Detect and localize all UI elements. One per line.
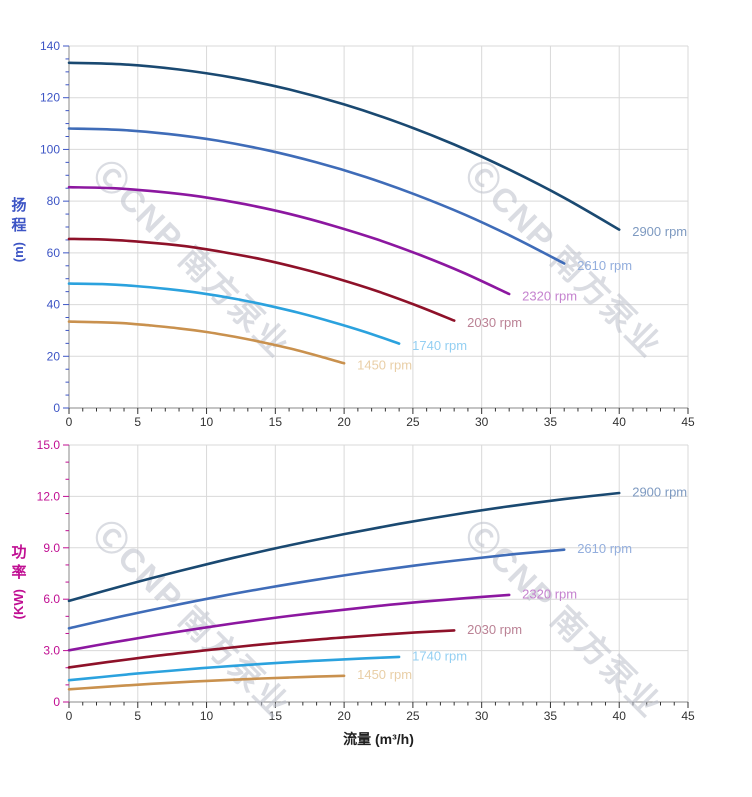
- x-axis-title: 流量 (m³/h): [343, 731, 414, 747]
- series-label-1740rpm-head: 1740 rpm: [412, 338, 467, 353]
- power-x-tick-label: 5: [134, 709, 141, 723]
- power-y-tick-label: 3.0: [43, 644, 60, 658]
- curve-1740rpm-head: [67, 282, 401, 345]
- power-y-axis-title-text: 功率: [11, 544, 27, 582]
- series-label-1450rpm-power: 1450 rpm: [357, 667, 412, 682]
- head-y-axis-title: 扬程 (m): [7, 196, 31, 262]
- head-x-tick-label: 25: [406, 415, 420, 429]
- head-x-tick-label: 35: [544, 415, 558, 429]
- power-chart-tick-labels: 0 5 10 15 20 25 30 35 40 45 0 3.0 6.0 9.0 12.0 15.0: [37, 438, 695, 723]
- head-y-axis-title-text: 扬程: [11, 197, 27, 235]
- head-y-tick-label: 120: [40, 91, 60, 105]
- power-x-tick-label: 15: [269, 709, 283, 723]
- head-x-tick-label: 20: [337, 415, 351, 429]
- power-y-axis-title: 功率 (KW): [7, 543, 31, 619]
- series-label-2610rpm-power: 2610 rpm: [577, 541, 632, 556]
- head-chart-tick-labels: 0 5 10 15 20 25 30 35 40 45 0 20 40 60 80 100 120 140: [40, 39, 695, 429]
- head-chart-gridlines: [69, 45, 689, 408]
- series-label-2320rpm-head: 2320 rpm: [522, 288, 577, 303]
- head-y-axis-unit: (m): [11, 241, 27, 262]
- curve-2320rpm-head: [67, 185, 511, 296]
- head-y-tick-label: 100: [40, 142, 60, 156]
- series-label-1450rpm-head: 1450 rpm: [357, 358, 412, 373]
- series-label-2900rpm-head: 2900 rpm: [632, 224, 687, 239]
- curve-2900rpm-head: [67, 61, 621, 231]
- power-y-tick-label: 0: [53, 695, 60, 709]
- curve-2030rpm-head: [67, 237, 456, 322]
- power-x-tick-label: 35: [544, 709, 558, 723]
- head-x-tick-label: 30: [475, 415, 489, 429]
- curve-1450rpm-head: [67, 320, 346, 365]
- series-label-2030rpm-power: 2030 rpm: [467, 622, 522, 637]
- series-label-2030rpm-head: 2030 rpm: [467, 315, 522, 330]
- series-label-2610rpm-head: 2610 rpm: [577, 258, 632, 273]
- power-x-tick-label: 45: [681, 709, 695, 723]
- series-label-2320rpm-power: 2320 rpm: [522, 586, 577, 601]
- head-y-tick-label: 40: [47, 298, 61, 312]
- head-x-tick-label: 10: [200, 415, 214, 429]
- head-y-tick-label: 60: [47, 246, 61, 260]
- head-y-tick-label: 0: [53, 401, 60, 415]
- series-label-2900rpm-power: 2900 rpm: [632, 484, 687, 499]
- head-x-tick-label: 45: [681, 415, 695, 429]
- power-y-axis-unit: (KW): [11, 588, 27, 619]
- series-label-1740rpm-power: 1740 rpm: [412, 648, 467, 663]
- power-x-tick-label: 40: [613, 709, 627, 723]
- curve-1740rpm-power: [67, 655, 401, 682]
- head-x-tick-label: 5: [134, 415, 141, 429]
- power-x-tick-label: 25: [406, 709, 420, 723]
- head-y-tick-label: 140: [40, 39, 60, 53]
- curve-2610rpm-head: [67, 127, 566, 265]
- head-x-tick-label: 0: [66, 415, 73, 429]
- power-x-tick-label: 10: [200, 709, 214, 723]
- power-chart-ticks: [63, 444, 689, 708]
- head-y-tick-label: 80: [47, 194, 61, 208]
- power-x-tick-label: 0: [66, 709, 73, 723]
- head-chart-ticks: [63, 45, 689, 414]
- power-y-tick-label: 12.0: [37, 489, 61, 503]
- head-x-tick-label: 40: [613, 415, 627, 429]
- power-x-tick-label: 20: [337, 709, 351, 723]
- power-chart-gridlines: [69, 444, 689, 702]
- curve-2900rpm-power: [67, 491, 621, 603]
- curve-1450rpm-power: [67, 674, 346, 691]
- head-x-tick-label: 15: [269, 415, 283, 429]
- power-y-tick-label: 15.0: [37, 438, 61, 452]
- power-y-tick-label: 9.0: [43, 541, 60, 555]
- curve-2320rpm-power: [67, 593, 511, 652]
- power-y-tick-label: 6.0: [43, 592, 60, 606]
- head-y-tick-label: 20: [47, 349, 61, 363]
- power-x-tick-label: 30: [475, 709, 489, 723]
- curve-2610rpm-power: [67, 548, 566, 630]
- curve-2030rpm-power: [67, 629, 456, 669]
- power-chart-axes: [68, 445, 688, 703]
